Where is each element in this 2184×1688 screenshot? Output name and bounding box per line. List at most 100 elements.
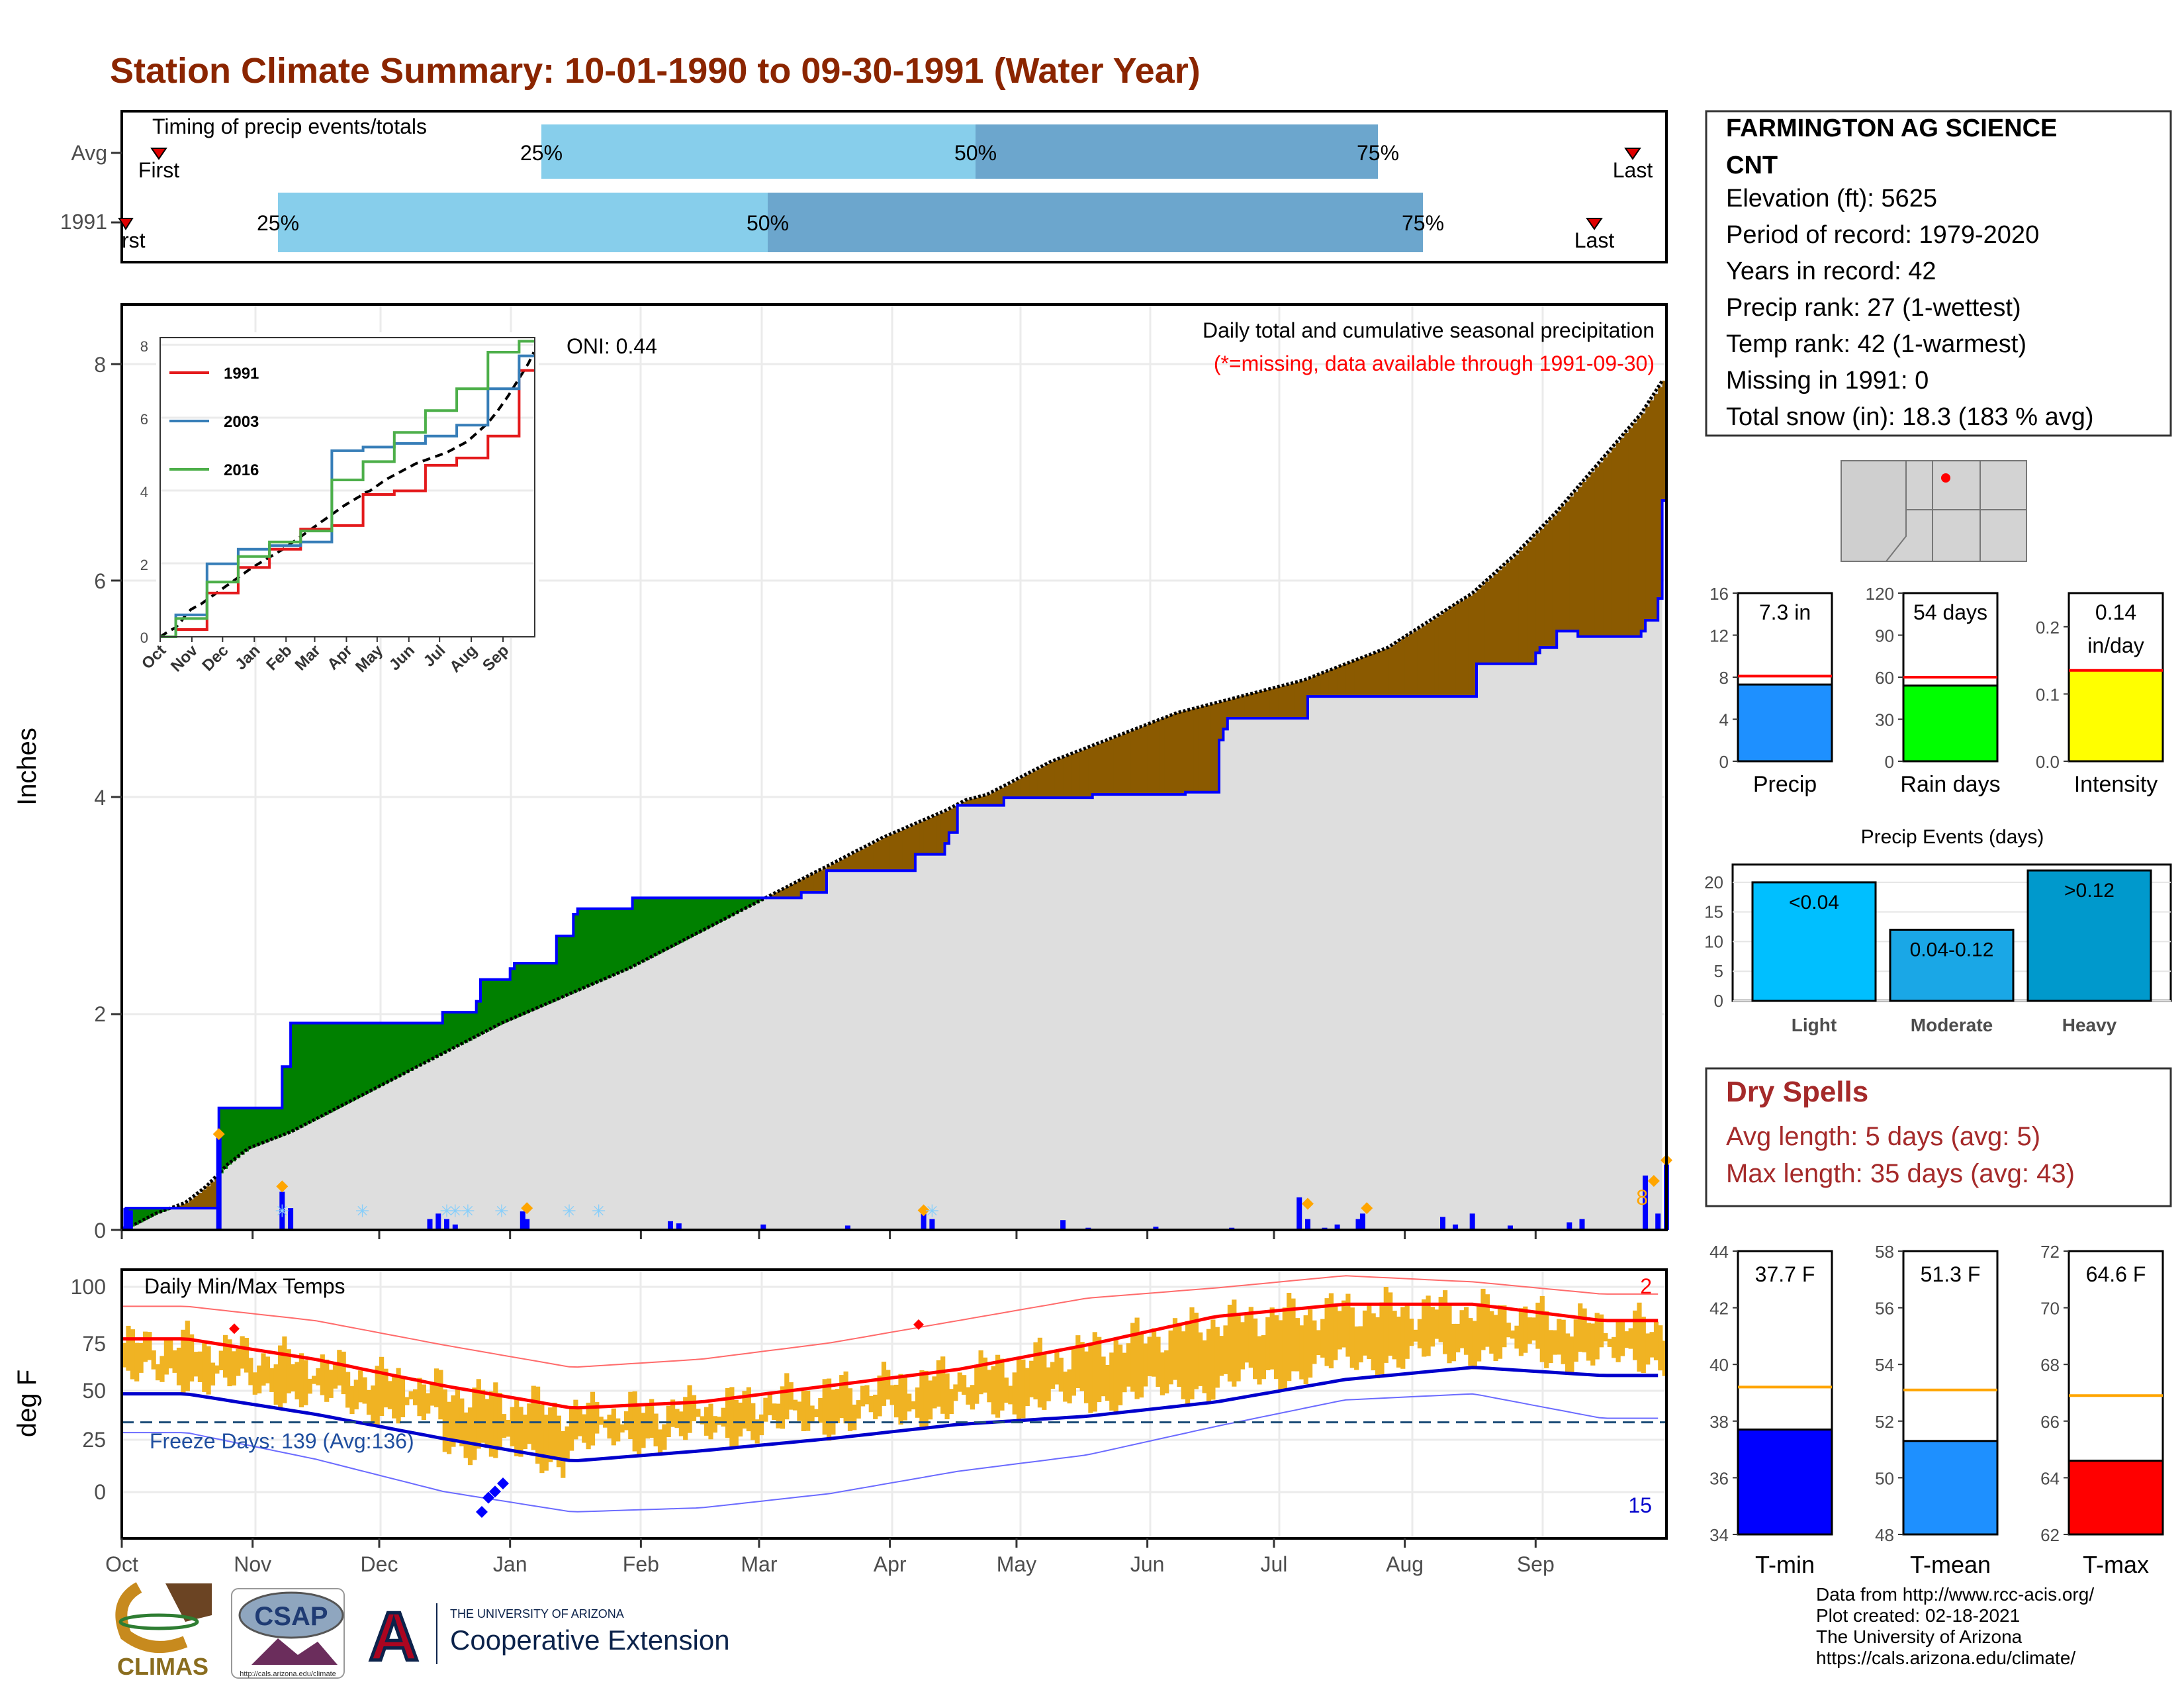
daily-temp-bar [1054,1352,1060,1385]
above-average-fill [467,1012,473,1041]
daily-temp-bar [1548,1330,1553,1364]
daily-temp-bar [1109,1352,1115,1411]
daily-precip-bar [921,1213,927,1230]
below-average-fill [1206,705,1211,792]
daily-temp-bar [1349,1307,1355,1368]
inset-legend-2016: 2016 [224,461,259,479]
daily-temp-bar [1612,1336,1617,1358]
daily-temp-bar [1282,1307,1287,1391]
daily-precip-bar [1508,1225,1513,1230]
below-average-fill [1379,651,1385,697]
below-average-fill [1012,781,1017,798]
daily-temp-bar [189,1334,195,1382]
precip-ytick-8: 8 [94,353,106,377]
extreme-precip-marker [212,1128,225,1141]
temp-ytick-0: 0 [94,1480,106,1504]
daily-temp-bar [1342,1300,1347,1348]
below-average-fill [818,870,823,893]
daily-temp-bar [873,1394,878,1419]
station-precip-rank: Precip rank: 27 (1-wettest) [1726,294,2021,322]
daily-temp-bar [923,1370,929,1430]
daily-temp-bar [1261,1335,1266,1380]
daily-temp-bar [1287,1293,1292,1382]
inset-legend-2003: 2003 [224,413,259,431]
above-average-fill [358,1023,363,1098]
above-average-fill [383,1023,388,1084]
timing-avg-p75: 75% [1357,141,1399,165]
daily-temp-bar [628,1391,633,1439]
daily-temp-bar [1240,1322,1246,1370]
temp-ytick-50: 50 [82,1379,106,1403]
below-average-fill [805,877,811,893]
daily-temp-bar [860,1385,866,1407]
above-average-fill [159,1208,165,1212]
daily-temp-bar [1316,1330,1321,1355]
daily-precip-bar [123,1208,129,1230]
daily-precip-bar [760,1224,766,1230]
daily-temp-bar [936,1360,941,1407]
below-average-fill [1067,755,1072,798]
daily-temp-bar [772,1403,777,1420]
above-average-fill [712,898,717,925]
above-average-fill [561,935,566,998]
above-average-fill [278,1107,283,1137]
below-average-fill [1130,730,1136,795]
daily-temp-bar [316,1368,321,1385]
daily-temp-bar [413,1389,418,1405]
below-average-fill [907,827,912,871]
daily-temp-bar [1375,1317,1381,1379]
below-average-fill [1619,438,1625,637]
daily-temp-bar [607,1415,612,1439]
daily-temp-bar [1063,1372,1068,1402]
temp-xtick-label: Sep [1517,1552,1555,1576]
daily-temp-bar [1480,1288,1486,1350]
daily-temp-bar [788,1382,794,1410]
daily-temp-bar [1130,1323,1136,1392]
tmini-label: T-mean [1910,1551,1991,1578]
daily-temp-bar [852,1404,857,1430]
below-average-fill [1214,703,1220,792]
daily-temp-bar [674,1409,680,1429]
below-average-fill [1438,614,1443,697]
snow-marker: ✳ [592,1201,606,1221]
mini-ytick: 0.1 [2036,684,2060,704]
daily-temp-bar [780,1386,785,1429]
daily-temp-bar [847,1388,853,1431]
above-average-fill [366,1023,371,1093]
daily-temp-bar [193,1352,199,1377]
below-average-fill [780,890,785,898]
daily-temp-bar [615,1418,621,1442]
daily-temp-bar [1539,1295,1545,1362]
inset-series-line-2003 [160,354,535,638]
daily-temp-bar [725,1387,731,1438]
below-average-fill [1273,687,1279,718]
below-average-fill [1029,773,1034,798]
extreme-precip-marker [1647,1174,1660,1187]
below-average-fill [197,1193,203,1209]
above-average-fill [223,1107,228,1169]
daily-temp-bar [396,1368,401,1424]
daily-temp-bar [1379,1302,1385,1375]
daily-temp-bar [218,1350,224,1370]
average-cumulative-area [122,381,1662,1230]
tmini-ytick: 36 [1709,1468,1729,1488]
below-average-fill [1003,786,1009,798]
daily-temp-bar [1033,1342,1038,1399]
daily-temp-bar [156,1364,161,1381]
daily-temp-bar [1447,1305,1452,1364]
daily-temp-bar [1417,1319,1422,1348]
daily-temp-bar [1248,1307,1253,1368]
daily-temp-bar [573,1399,578,1440]
daily-temp-bar [987,1370,992,1403]
below-average-fill [189,1199,194,1209]
daily-temp-bar [345,1372,351,1408]
station-info: FARMINGTON AG SCIENCE CNT Elevation (ft)… [1705,110,2172,437]
daily-precip-bar [427,1219,433,1230]
below-average-fill [1054,760,1060,798]
daily-temp-bar [649,1399,655,1438]
daily-precip-bar [452,1224,458,1230]
above-average-fill [291,1023,296,1132]
mini-ytick: 16 [1709,584,1729,604]
record-max-line [122,1275,1659,1368]
tmini-ytick: 58 [1875,1242,1894,1262]
